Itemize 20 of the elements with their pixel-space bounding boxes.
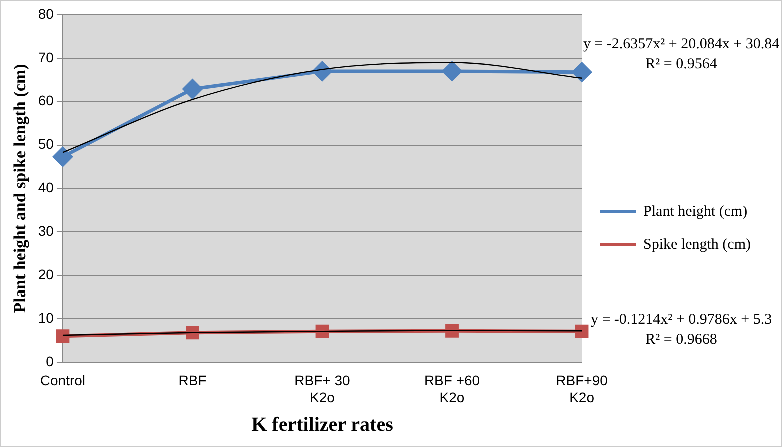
y-tick-label: 0 xyxy=(46,353,54,370)
x-tick-label: RBF +60 K2o xyxy=(424,372,480,406)
y-axis-title: Plant height and spike length (cm) xyxy=(10,64,30,314)
x-tick-label: Control xyxy=(40,372,86,389)
x-tick-label: RBF+ 30 K2o xyxy=(294,372,351,406)
y-tick-label: 70 xyxy=(38,49,54,66)
text: y = -0.1214x² + 0.9786x + 5.3 R² = 0.9668 xyxy=(590,312,772,348)
y-tick-label: 10 xyxy=(38,310,54,326)
x-axis-title: K fertilizer rates xyxy=(252,414,394,436)
y-tick-label: 30 xyxy=(38,222,54,239)
x-tick-label: RBF+90 K2o xyxy=(556,372,608,406)
y-tick-label: 40 xyxy=(38,180,54,196)
legend-label: Plant height (cm) xyxy=(644,204,748,220)
y-tick-label: 80 xyxy=(38,6,54,22)
legend-label: Spike length (cm) xyxy=(644,236,752,253)
y-tick-label: 60 xyxy=(38,92,54,109)
y-tick-label: 20 xyxy=(38,266,54,282)
y-tick-label: 50 xyxy=(38,136,54,152)
text: y = -2.6357x² + 20.084x + 30.84 R² = 0.9564 xyxy=(583,36,780,72)
x-tick-label: RBF xyxy=(178,372,207,389)
